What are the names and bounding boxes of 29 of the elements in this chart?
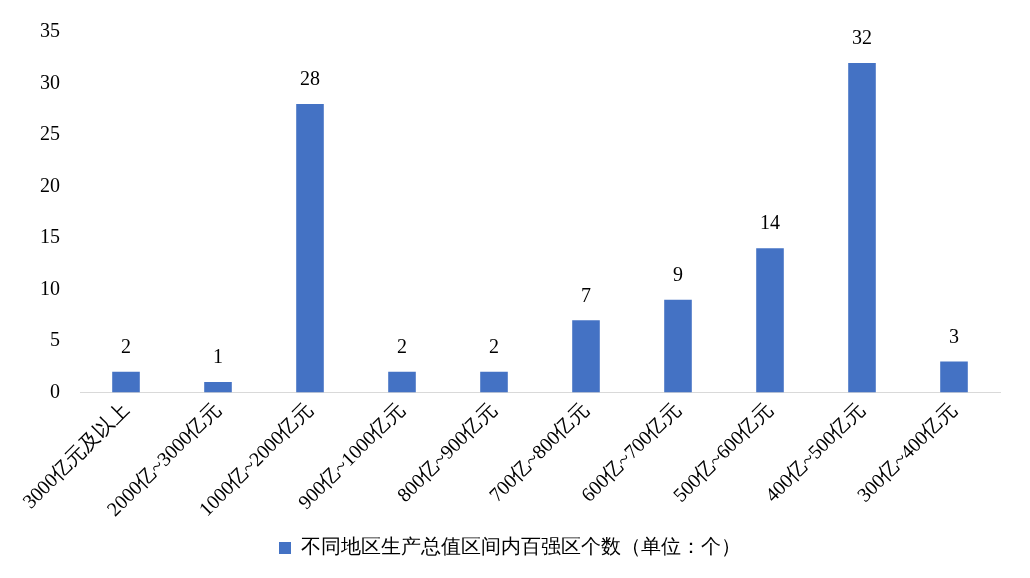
data-label: 2 [489, 335, 499, 358]
data-label: 9 [673, 262, 683, 285]
data-label: 3 [949, 324, 959, 347]
y-tick-label: 10 [40, 276, 60, 299]
y-tick-label: 0 [50, 379, 60, 402]
y-tick-label: 25 [40, 122, 60, 145]
bar [112, 371, 140, 393]
legend-label: 不同地区生产总值区间内百强区个数（单位：个） [301, 535, 741, 558]
bar [480, 371, 508, 393]
data-label: 32 [852, 26, 872, 49]
bar [848, 62, 876, 393]
data-label: 2 [397, 335, 407, 358]
data-label: 2 [121, 335, 131, 358]
bar [940, 361, 968, 393]
bar [664, 299, 692, 393]
data-label: 7 [581, 283, 591, 306]
y-tick-label: 5 [50, 328, 60, 351]
y-tick-label: 30 [40, 70, 60, 93]
bar [204, 382, 232, 393]
bar [388, 371, 416, 393]
bar [296, 104, 324, 393]
y-tick-label: 15 [40, 225, 60, 248]
data-label: 1 [213, 345, 223, 368]
bar [572, 320, 600, 393]
y-tick-label: 35 [40, 19, 60, 42]
data-label: 14 [760, 211, 780, 234]
data-label: 28 [300, 67, 320, 90]
bar [756, 248, 784, 393]
y-tick-label: 20 [40, 173, 60, 196]
